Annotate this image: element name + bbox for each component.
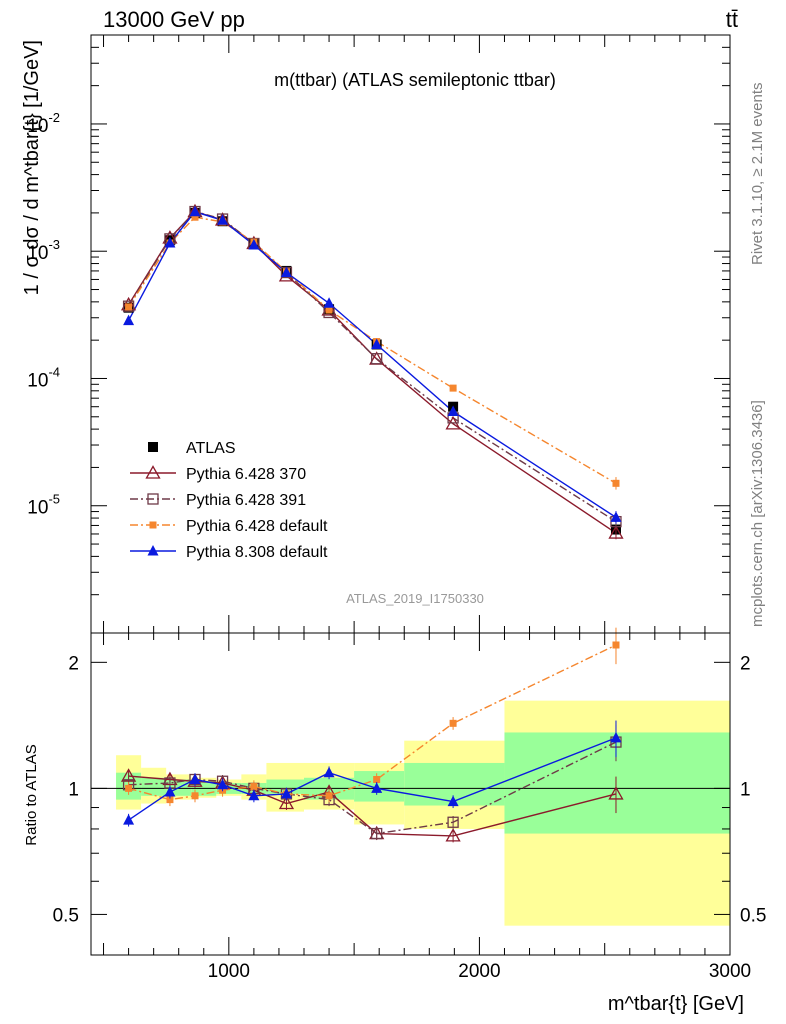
legend-marker — [149, 521, 157, 529]
ratio-y-tick-label-right: 1 — [740, 779, 751, 800]
ratio-data-point — [123, 814, 135, 825]
legend-label: Pythia 6.428 370 — [186, 466, 306, 483]
ratio-data-point — [445, 828, 461, 842]
ratio-band-inner — [504, 732, 730, 834]
main-panel: m(ttbar) (ATLAS semileptonic ttbar) ATLA… — [21, 34, 731, 634]
y-tick-label-exponent: -3 — [48, 237, 60, 252]
ratio-y-tick-label: 0.5 — [53, 905, 79, 926]
ratio-data-point — [612, 641, 620, 649]
ratio-ticks — [91, 633, 731, 955]
ratio-data-point — [323, 766, 335, 778]
ratio-data-point — [278, 795, 295, 810]
y-tick-label: 10-4 — [27, 364, 60, 391]
main-data-point — [323, 297, 335, 308]
ratio-data-point — [447, 816, 459, 828]
main-data-point — [280, 266, 292, 278]
legend-label: ATLAS — [186, 440, 236, 457]
header-left-label: 13000 GeV pp — [103, 7, 245, 32]
ratio-series-line — [128, 737, 617, 821]
ratio-y-tick-label: 1 — [68, 779, 79, 800]
ratio-data-point — [373, 776, 381, 784]
main-series-line — [127, 210, 617, 534]
main-data-point — [248, 238, 260, 250]
ratio-band-inner — [354, 771, 405, 802]
ratio-ytick-labels: 0.5 0.5 1 1 2 2 — [53, 653, 767, 926]
main-data-point — [608, 525, 624, 539]
main-data-point — [325, 306, 333, 314]
mcplots-label: mcplots.cern.ch [arXiv:1306.3436] — [749, 400, 766, 627]
x-tick-label: 1000 — [208, 961, 250, 982]
y-tick-label: 10-5 — [27, 492, 60, 519]
main-data-point — [164, 237, 176, 248]
ratio-panel: Ratio to ATLAS 0.5 0.5 1 1 2 2 1000 2000 3000 m… — [23, 627, 767, 1015]
ratio-series-layer — [120, 627, 624, 843]
ratio-data-point — [250, 783, 258, 791]
main-data-point — [371, 338, 383, 349]
ratio-data-point — [371, 782, 383, 793]
ratio-band-inner — [141, 777, 167, 796]
ratio-data-point — [166, 796, 174, 804]
main-data-point — [610, 511, 622, 522]
watermark-label: ATLAS_2019_I1750330 — [346, 591, 484, 606]
legend-marker — [147, 545, 159, 556]
ratio-uncertainty-bands — [116, 700, 730, 926]
main-title: m(ttbar) (ATLAS semileptonic ttbar) — [274, 70, 556, 90]
main-series-layer — [120, 203, 624, 540]
main-data-point — [122, 300, 135, 312]
ratio-data-point — [371, 827, 383, 840]
main-series-line — [128, 216, 617, 484]
main-data-point — [449, 384, 457, 392]
ratio-y-tick-label-right: 0.5 — [740, 905, 766, 926]
main-ticks — [91, 34, 731, 634]
ratio-data-point — [189, 773, 201, 785]
main-data-point — [123, 314, 135, 326]
y-tick-label-exponent: -4 — [48, 364, 60, 379]
ratio-frame — [90, 632, 731, 956]
main-data-point — [447, 405, 459, 417]
legend-label: Pythia 6.428 default — [186, 518, 328, 535]
ratio-data-point — [125, 784, 133, 792]
ratio-y-axis-label: Ratio to ATLAS — [23, 744, 40, 845]
main-data-point — [371, 353, 383, 365]
ratio-data-point — [610, 731, 622, 743]
ratio-data-point — [248, 789, 260, 801]
legend-label: Pythia 8.308 default — [186, 544, 328, 561]
ratio-data-point — [449, 719, 457, 727]
ratio-series-line — [128, 644, 617, 801]
ratio-y-tick-label: 2 — [68, 653, 79, 674]
main-series-line — [127, 211, 617, 518]
rivet-version-label: Rivet 3.1.10, ≥ 2.1M events — [749, 83, 766, 266]
ratio-series-line — [128, 741, 617, 835]
ratio-data-point — [164, 786, 176, 797]
x-tick-labels: 1000 2000 3000 — [208, 961, 751, 982]
ratio-data-point — [325, 792, 333, 800]
header-right-label: tt̄ — [726, 7, 738, 32]
x-tick-label: 3000 — [709, 961, 751, 982]
y-tick-label-exponent: -5 — [48, 492, 60, 507]
main-data-point — [125, 303, 133, 311]
main-data-point — [189, 205, 201, 217]
main-y-axis-label: 1 / σ dσ / d m^tbar{t} [1/GeV] — [21, 40, 43, 295]
ratio-data-point — [191, 792, 199, 800]
main-series-line — [127, 210, 617, 523]
main-data-point — [612, 479, 620, 487]
ratio-data-point — [608, 786, 624, 800]
ratio-data-point — [280, 787, 292, 799]
legend-marker — [147, 493, 159, 505]
main-data-point — [217, 214, 229, 225]
legend-marker — [148, 442, 158, 452]
legend-label: Pythia 6.428 391 — [186, 492, 306, 509]
y-tick-label-exponent: -2 — [48, 110, 60, 125]
legend: ATLAS Pythia 6.428 370 Pythia 6.428 391 Pyt… — [130, 440, 328, 561]
ratio-series-line — [128, 775, 617, 837]
ratio-y-tick-label-right: 2 — [740, 653, 751, 674]
ratio-data-point — [447, 795, 459, 807]
ratio-data-point — [217, 778, 229, 790]
x-axis-label: m^tbar{t} [GeV] — [608, 993, 744, 1015]
main-data-point — [191, 213, 199, 221]
x-tick-label: 2000 — [458, 961, 500, 982]
legend-marker — [145, 465, 161, 479]
